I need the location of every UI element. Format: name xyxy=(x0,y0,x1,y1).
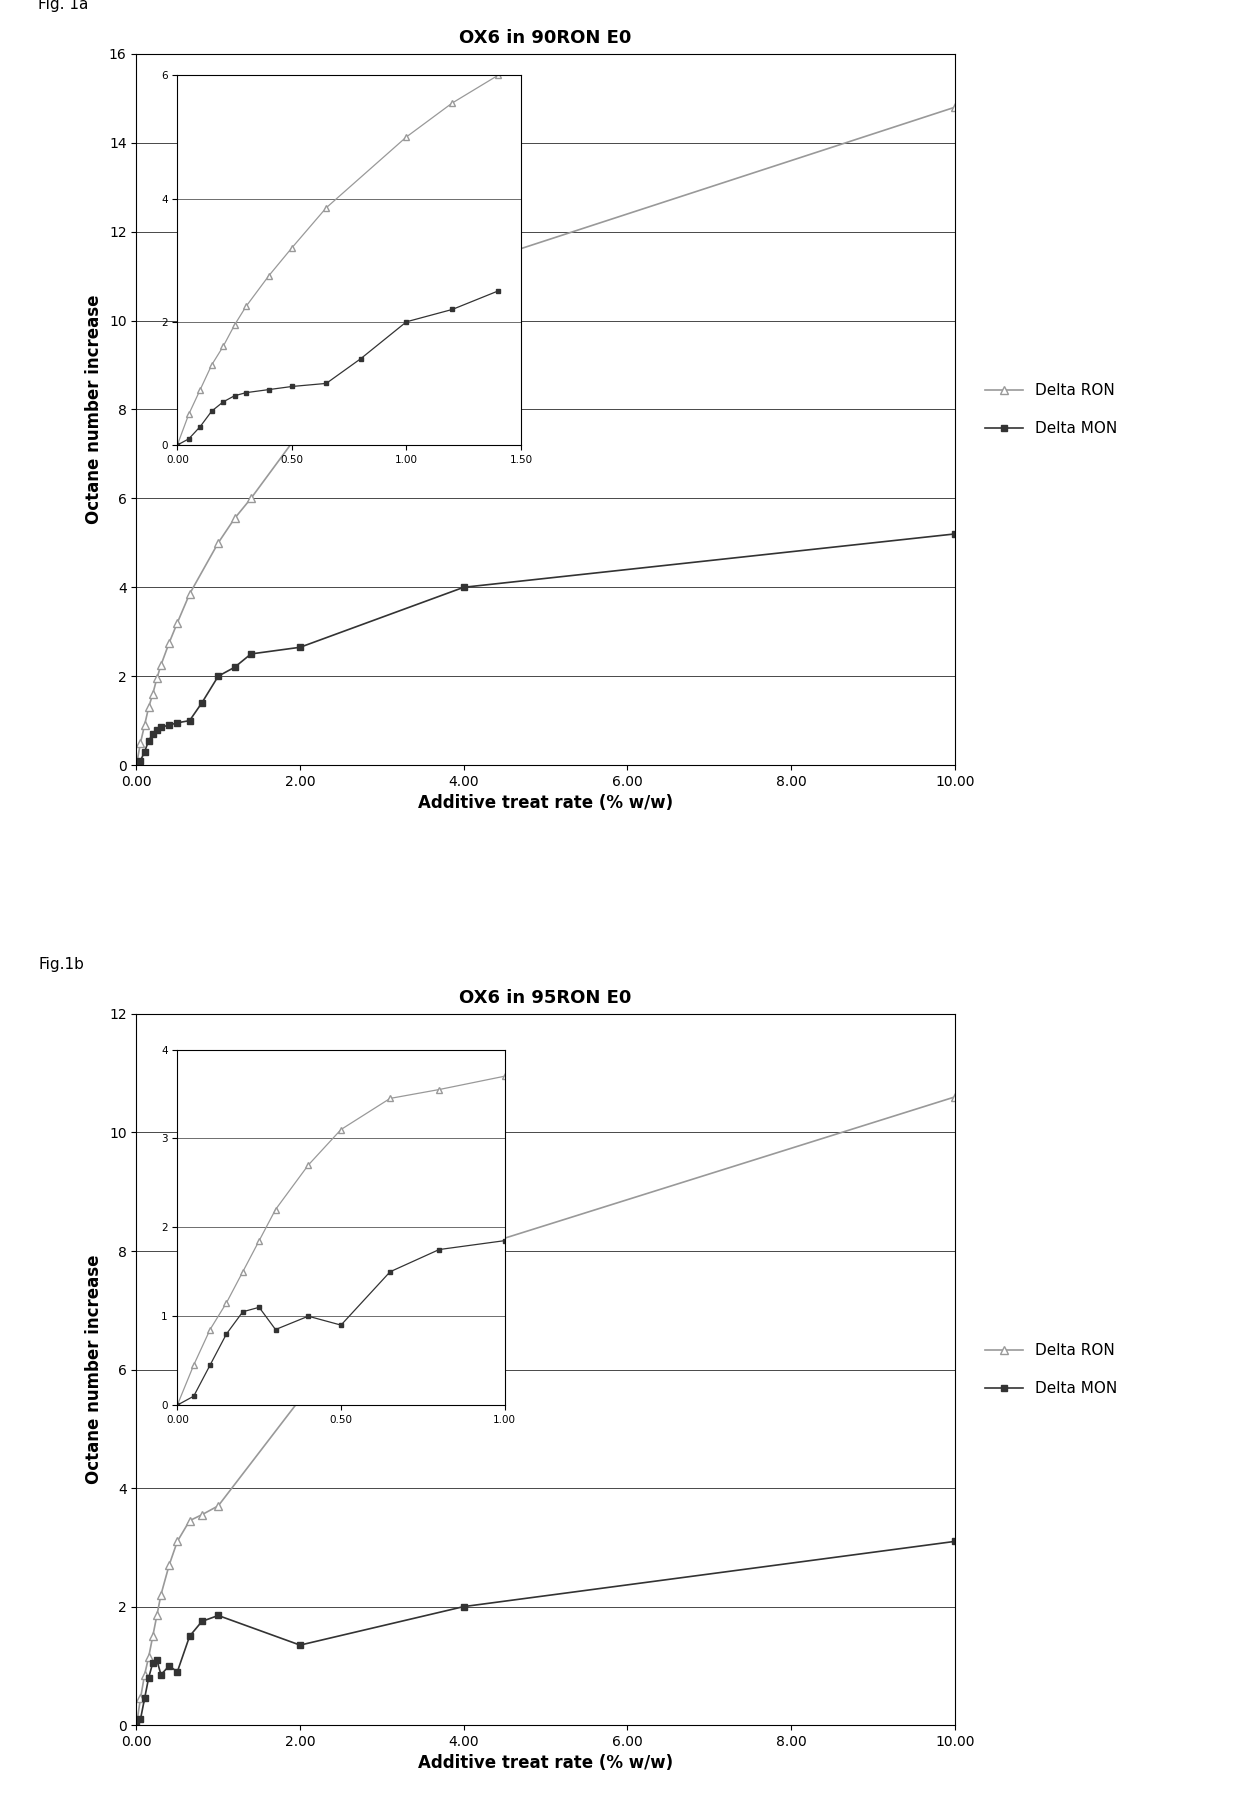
Text: Fig.1b: Fig.1b xyxy=(38,958,84,972)
Text: Fig. 1a: Fig. 1a xyxy=(38,0,88,13)
X-axis label: Additive treat rate (% w/w): Additive treat rate (% w/w) xyxy=(418,1754,673,1772)
Y-axis label: Octane number increase: Octane number increase xyxy=(86,295,103,525)
Legend: Delta RON, Delta MON: Delta RON, Delta MON xyxy=(978,377,1123,442)
Y-axis label: Octane number increase: Octane number increase xyxy=(86,1254,103,1484)
Title: OX6 in 95RON E0: OX6 in 95RON E0 xyxy=(459,988,632,1006)
X-axis label: Additive treat rate (% w/w): Additive treat rate (% w/w) xyxy=(418,794,673,812)
Legend: Delta RON, Delta MON: Delta RON, Delta MON xyxy=(978,1337,1123,1402)
Title: OX6 in 90RON E0: OX6 in 90RON E0 xyxy=(459,29,632,47)
